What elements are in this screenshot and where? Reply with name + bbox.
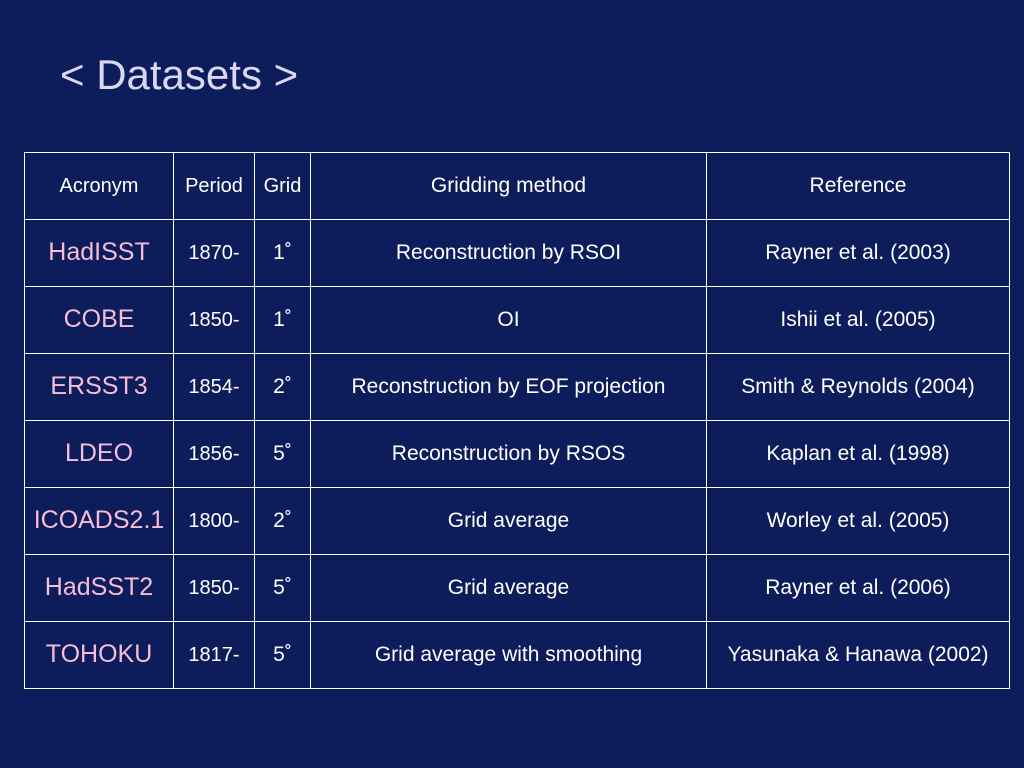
cell-acronym: COBE [24, 286, 174, 354]
cell-reference: Kaplan et al. (1998) [706, 420, 1010, 488]
table-row: ERSST3 1854- 2˚ Reconstruction by EOF pr… [24, 353, 1010, 421]
table-row: TOHOKU 1817- 5˚ Grid average with smooth… [24, 621, 1010, 689]
cell-period: 1854- [173, 353, 255, 421]
header-gridding-method: Gridding method [310, 152, 707, 220]
table-header-row: Acronym Period Grid Gridding method Refe… [24, 152, 1010, 220]
cell-grid: 1˚ [254, 219, 311, 287]
header-period: Period [173, 152, 255, 220]
header-grid: Grid [254, 152, 311, 220]
cell-acronym: HadISST [24, 219, 174, 287]
cell-gridding-method: Reconstruction by RSOS [310, 420, 707, 488]
cell-grid: 2˚ [254, 487, 311, 555]
cell-reference: Rayner et al. (2003) [706, 219, 1010, 287]
header-reference: Reference [706, 152, 1010, 220]
cell-grid: 5˚ [254, 554, 311, 622]
cell-period: 1850- [173, 554, 255, 622]
cell-gridding-method: Grid average with smoothing [310, 621, 707, 689]
table-row: ICOADS2.1 1800- 2˚ Grid average Worley e… [24, 487, 1010, 555]
cell-reference: Yasunaka & Hanawa (2002) [706, 621, 1010, 689]
cell-grid: 2˚ [254, 353, 311, 421]
cell-period: 1870- [173, 219, 255, 287]
cell-acronym: TOHOKU [24, 621, 174, 689]
cell-reference: Worley et al. (2005) [706, 487, 1010, 555]
table-row: HadISST 1870- 1˚ Reconstruction by RSOI … [24, 219, 1010, 287]
slide-title: < Datasets > [60, 51, 299, 98]
cell-period: 1856- [173, 420, 255, 488]
cell-gridding-method: Reconstruction by EOF projection [310, 353, 707, 421]
cell-acronym: LDEO [24, 420, 174, 488]
cell-gridding-method: Reconstruction by RSOI [310, 219, 707, 287]
cell-gridding-method: Grid average [310, 554, 707, 622]
header-acronym: Acronym [24, 152, 174, 220]
cell-acronym: HadSST2 [24, 554, 174, 622]
cell-reference: Ishii et al. (2005) [706, 286, 1010, 354]
table-row: COBE 1850- 1˚ OI Ishii et al. (2005) [24, 286, 1010, 354]
cell-grid: 5˚ [254, 420, 311, 488]
cell-acronym: ICOADS2.1 [24, 487, 174, 555]
cell-grid: 5˚ [254, 621, 311, 689]
cell-period: 1817- [173, 621, 255, 689]
cell-reference: Rayner et al. (2006) [706, 554, 1010, 622]
cell-reference: Smith & Reynolds (2004) [706, 353, 1010, 421]
datasets-table: Acronym Period Grid Gridding method Refe… [24, 152, 1010, 689]
table-row: LDEO 1856- 5˚ Reconstruction by RSOS Kap… [24, 420, 1010, 488]
cell-acronym: ERSST3 [24, 353, 174, 421]
cell-period: 1800- [173, 487, 255, 555]
cell-gridding-method: OI [310, 286, 707, 354]
cell-gridding-method: Grid average [310, 487, 707, 555]
cell-grid: 1˚ [254, 286, 311, 354]
table-row: HadSST2 1850- 5˚ Grid average Rayner et … [24, 554, 1010, 622]
cell-period: 1850- [173, 286, 255, 354]
